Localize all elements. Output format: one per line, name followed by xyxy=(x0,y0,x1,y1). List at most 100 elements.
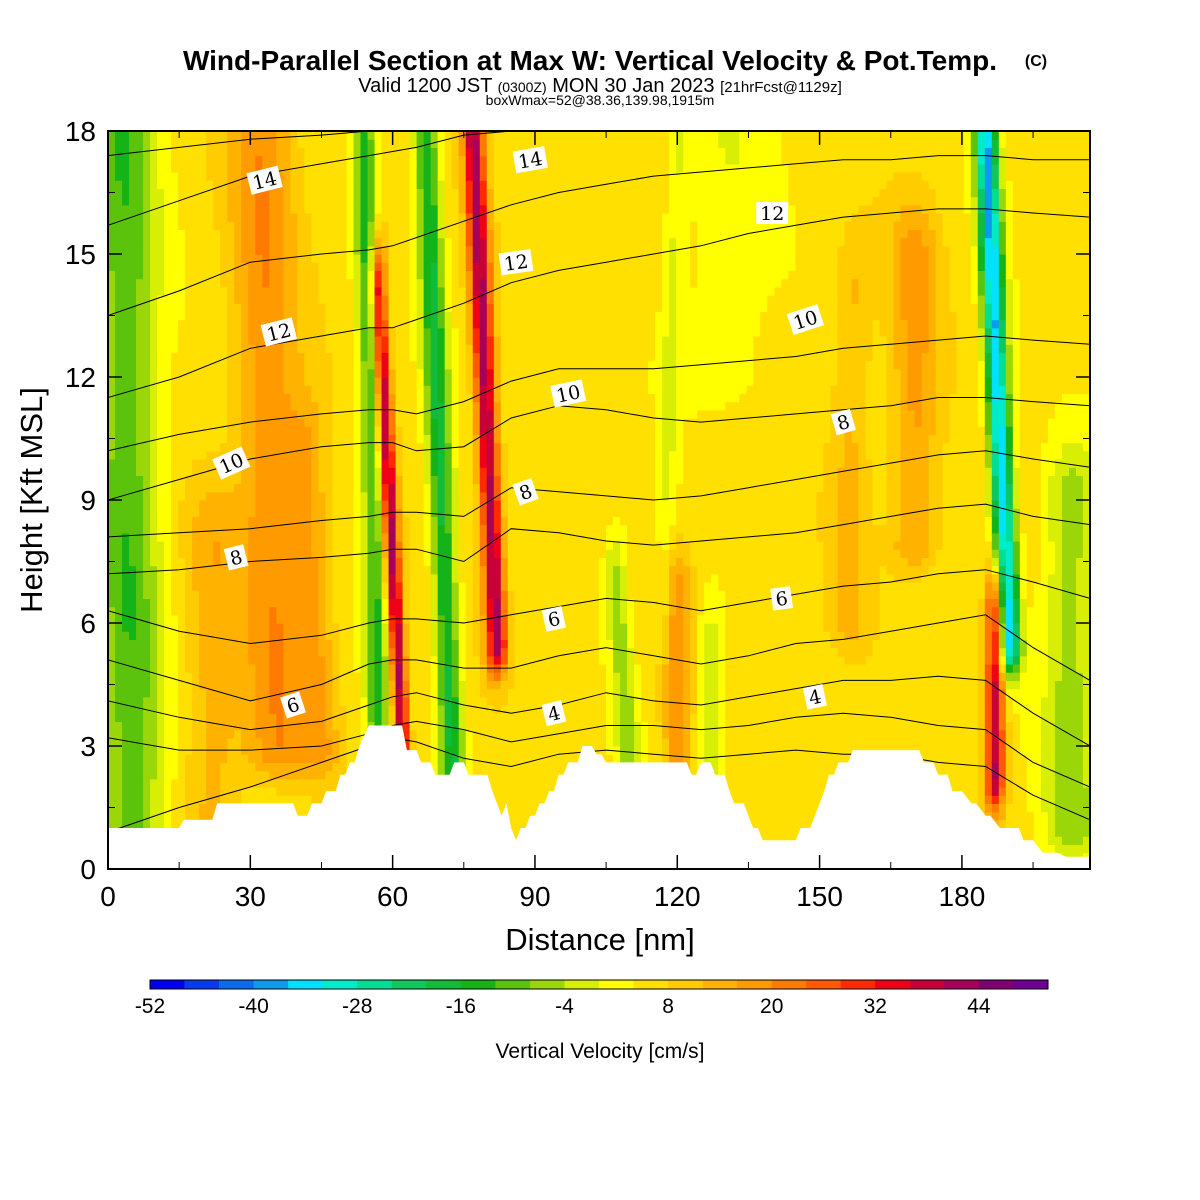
velocity-cell xyxy=(451,155,460,165)
velocity-cell xyxy=(157,319,165,329)
velocity-cell xyxy=(171,385,179,394)
velocity-cell xyxy=(136,139,144,148)
velocity-cell xyxy=(381,557,390,567)
velocity-cell xyxy=(472,696,481,706)
velocity-cell xyxy=(185,426,193,435)
velocity-cell xyxy=(311,278,320,288)
velocity-cell xyxy=(241,541,249,550)
velocity-cell xyxy=(206,295,214,304)
velocity-cell xyxy=(374,360,383,370)
velocity-cell xyxy=(444,721,453,731)
velocity-cell xyxy=(423,705,432,714)
velocity-cell xyxy=(430,582,439,591)
velocity-cell xyxy=(402,467,411,476)
velocity-cell xyxy=(444,524,453,534)
velocity-cell xyxy=(339,532,348,542)
velocity-cell xyxy=(178,196,186,206)
velocity-cell xyxy=(416,573,425,583)
velocity-cell xyxy=(311,393,320,403)
velocity-cell xyxy=(213,491,221,501)
velocity-cell xyxy=(115,623,123,632)
velocity-cell xyxy=(451,680,460,690)
velocity-cell xyxy=(234,254,242,263)
velocity-cell xyxy=(234,295,242,304)
velocity-cell xyxy=(227,434,235,444)
velocity-cell xyxy=(304,557,313,567)
velocity-cell xyxy=(318,270,327,280)
velocity-cell xyxy=(199,336,207,345)
velocity-cell xyxy=(206,188,214,198)
velocity-cell xyxy=(402,295,411,304)
velocity-cell xyxy=(171,803,179,813)
velocity-cell xyxy=(311,524,320,534)
velocity-cell xyxy=(255,196,263,206)
velocity-cell xyxy=(318,541,327,550)
velocity-cell xyxy=(353,286,362,296)
velocity-cell xyxy=(262,508,270,517)
velocity-cell xyxy=(115,131,123,140)
velocity-cell xyxy=(192,467,200,476)
velocity-cell xyxy=(353,196,362,206)
velocity-cell xyxy=(283,541,291,550)
velocity-cell xyxy=(493,688,502,698)
velocity-cell xyxy=(374,475,383,485)
velocity-cell xyxy=(171,221,179,230)
velocity-cell xyxy=(402,491,411,501)
velocity-cell xyxy=(206,623,214,632)
velocity-cell xyxy=(143,278,151,288)
velocity-cell xyxy=(276,459,284,468)
velocity-cell xyxy=(164,475,172,485)
velocity-cell xyxy=(234,598,242,608)
velocity-cell xyxy=(339,590,348,599)
velocity-cell xyxy=(178,311,186,321)
velocity-cell xyxy=(136,401,144,411)
velocity-cell xyxy=(220,770,228,780)
velocity-cell xyxy=(157,336,165,345)
velocity-cell xyxy=(472,655,481,665)
velocity-cell xyxy=(437,204,446,214)
velocity-cell xyxy=(192,450,200,460)
velocity-cell xyxy=(409,180,418,189)
velocity-cell xyxy=(458,196,467,206)
velocity-cell xyxy=(108,532,116,542)
velocity-cell xyxy=(353,573,362,583)
velocity-cell xyxy=(283,483,291,493)
velocity-cell xyxy=(255,623,263,632)
velocity-cell xyxy=(276,221,284,230)
velocity-cell xyxy=(206,598,214,608)
velocity-cell xyxy=(178,352,186,362)
velocity-cell xyxy=(143,614,151,624)
velocity-cell xyxy=(423,139,432,148)
velocity-cell xyxy=(332,311,341,321)
velocity-cell xyxy=(472,237,481,247)
velocity-cell xyxy=(311,319,320,329)
velocity-cell xyxy=(479,713,488,722)
velocity-cell xyxy=(283,516,291,526)
velocity-cell xyxy=(157,614,165,624)
velocity-cell xyxy=(129,614,137,624)
velocity-cell xyxy=(360,180,369,189)
velocity-cell xyxy=(381,524,390,534)
velocity-cell xyxy=(255,286,263,296)
velocity-cell xyxy=(276,434,284,444)
velocity-cell xyxy=(318,565,327,575)
velocity-cell xyxy=(129,729,137,739)
velocity-cell xyxy=(234,516,242,526)
velocity-cell xyxy=(346,713,355,722)
velocity-cell xyxy=(220,729,228,739)
velocity-cell xyxy=(339,483,348,493)
velocity-cell xyxy=(185,491,193,501)
velocity-cell xyxy=(262,754,270,763)
velocity-cell xyxy=(402,344,411,353)
velocity-cell xyxy=(437,483,446,493)
velocity-cell xyxy=(402,237,411,247)
velocity-cell xyxy=(493,549,502,558)
velocity-cell xyxy=(430,442,439,452)
velocity-cell xyxy=(402,729,411,739)
velocity-cell xyxy=(290,262,298,271)
velocity-cell xyxy=(164,647,172,657)
velocity-cell xyxy=(136,311,144,321)
velocity-cell xyxy=(206,270,214,280)
velocity-cell xyxy=(248,541,256,550)
velocity-cell xyxy=(115,418,123,427)
